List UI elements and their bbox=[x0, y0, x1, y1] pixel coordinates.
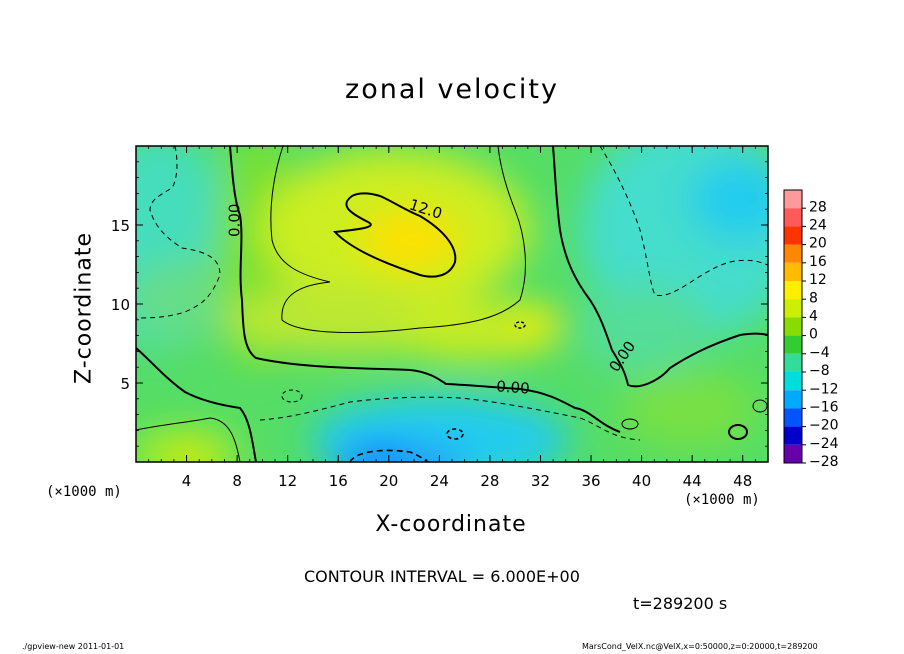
x-tick-label: 12 bbox=[278, 472, 297, 490]
colorbar-swatch bbox=[784, 262, 802, 281]
contour-label: 0.00 bbox=[226, 204, 244, 237]
colorbar-swatch bbox=[784, 426, 802, 445]
colorbar-swatch bbox=[784, 390, 802, 409]
chart-title: zonal velocity bbox=[345, 74, 559, 105]
x-tick-label: 20 bbox=[379, 472, 398, 490]
colorbar-swatch bbox=[784, 244, 802, 263]
colorbar-label: −24 bbox=[809, 436, 839, 452]
colorbar-label: 24 bbox=[809, 217, 827, 233]
y-axis: 5 10 15 bbox=[111, 161, 768, 447]
colorbar-label: 0 bbox=[809, 327, 818, 343]
x-axis-title: X-coordinate bbox=[0, 512, 904, 537]
colorbar-label: −12 bbox=[809, 381, 839, 397]
colorbar-swatch bbox=[784, 335, 802, 354]
colorbar-swatch bbox=[784, 353, 802, 372]
x-tick-label: 48 bbox=[733, 472, 752, 490]
x-unit-left: (×1000 m) bbox=[46, 484, 122, 500]
colorbar-label: 8 bbox=[809, 290, 818, 306]
colorbar-swatch bbox=[784, 281, 802, 300]
colorbar-swatch bbox=[784, 444, 802, 463]
x-axis-title-text: X-coordinate bbox=[375, 512, 527, 537]
colorbar-label: 12 bbox=[809, 272, 827, 288]
colorbar-label: −20 bbox=[809, 418, 839, 434]
x-tick-label: 28 bbox=[480, 472, 499, 490]
colorbar-label: −8 bbox=[809, 363, 830, 379]
time-label: t=289200 s bbox=[633, 594, 728, 613]
x-tick-label: 8 bbox=[232, 472, 242, 490]
colorbar-label: −28 bbox=[809, 454, 839, 470]
colorbar-swatch bbox=[784, 372, 802, 391]
y-tick-label: 5 bbox=[120, 375, 130, 393]
colorbar-swatch bbox=[784, 317, 802, 336]
contour-label: 0.00 bbox=[496, 377, 531, 397]
colorbar-swatch bbox=[784, 226, 802, 245]
colorbar-label: 16 bbox=[809, 254, 827, 270]
y-axis-title: Z-coordinate bbox=[71, 232, 97, 384]
colorbar-label: 4 bbox=[809, 308, 818, 324]
colorbar-swatch bbox=[784, 408, 802, 427]
colorbar-label: 28 bbox=[809, 199, 827, 215]
contour-interval: CONTOUR INTERVAL = 6.000E+00 bbox=[304, 567, 580, 586]
x-tick-label: 16 bbox=[329, 472, 348, 490]
colorbar-swatch bbox=[784, 299, 802, 318]
x-tick-label: 32 bbox=[531, 472, 550, 490]
footer-right: MarsCond_VelX.nc@VelX,x=0:50000,z=0:2000… bbox=[582, 642, 818, 651]
x-axis: 4 8 12 16 20 24 28 32 36 40 44 48 bbox=[148, 146, 756, 490]
colorbar: 28 24 20 16 12 8 4 0 −4 −8 −12 −16 −20 −24 −28 bbox=[783, 189, 839, 470]
footer-left: ./gpview-new 2011-01-01 bbox=[22, 642, 125, 651]
y-tick-label: 15 bbox=[111, 217, 130, 235]
colorbar-label: −16 bbox=[809, 399, 839, 415]
colorbar-frame bbox=[783, 189, 803, 464]
x-tick-label: 24 bbox=[430, 472, 449, 490]
colorbar-label: −4 bbox=[809, 345, 830, 361]
y-tick-label: 10 bbox=[111, 296, 130, 314]
x-unit-right: (×1000 m) bbox=[684, 492, 760, 508]
contour-lines bbox=[136, 146, 768, 462]
x-tick-label: 44 bbox=[683, 472, 702, 490]
x-tick-label: 4 bbox=[182, 472, 192, 490]
x-tick-label: 40 bbox=[632, 472, 651, 490]
heatmap-field bbox=[136, 146, 768, 462]
colorbar-swatch bbox=[784, 190, 802, 209]
x-tick-label: 36 bbox=[581, 472, 600, 490]
colorbar-label: 20 bbox=[809, 236, 827, 252]
colorbar-swatch bbox=[784, 208, 802, 227]
